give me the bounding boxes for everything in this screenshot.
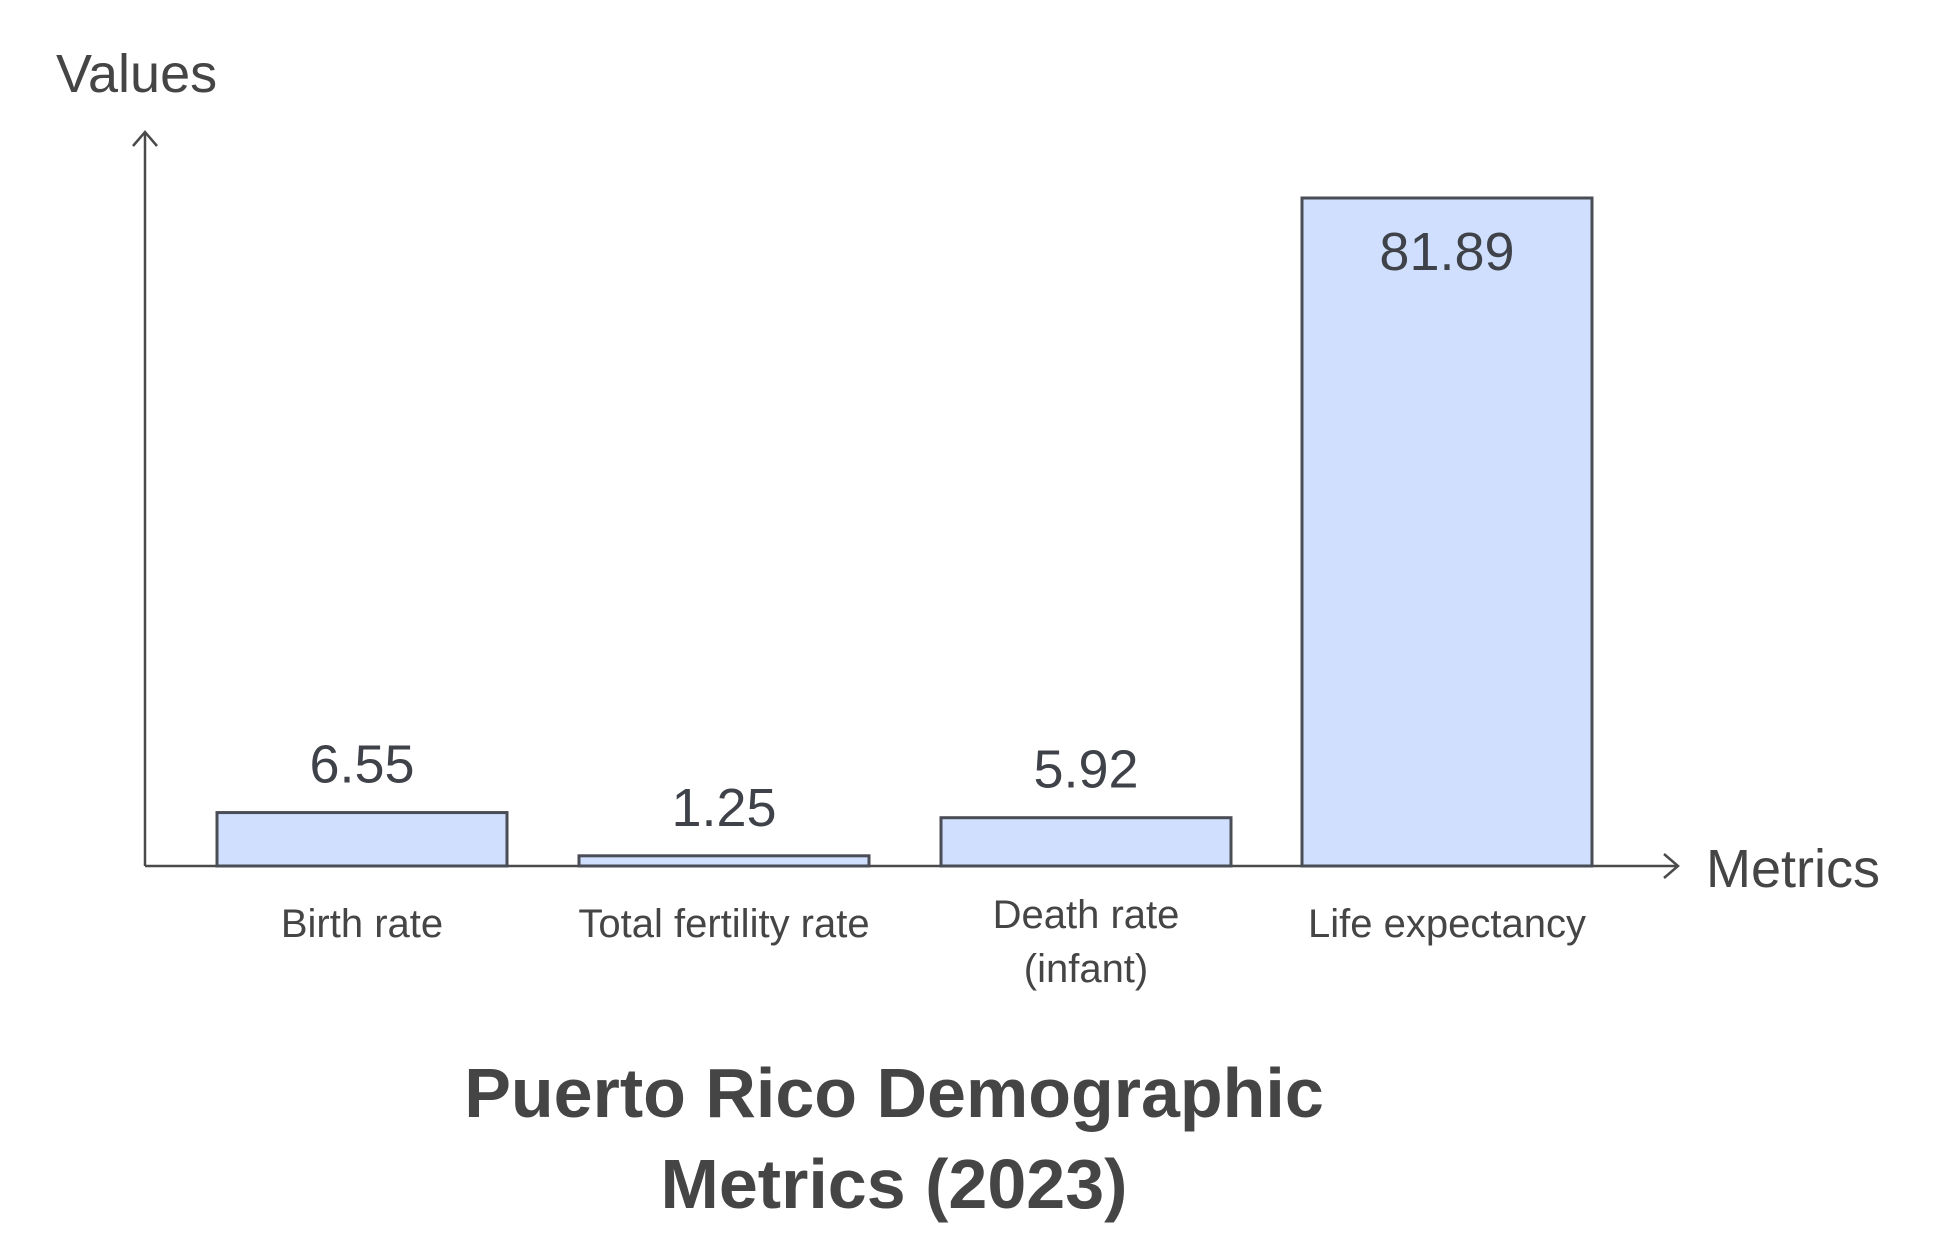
x-axis-label: Metrics [1706,839,1880,899]
x-tick-label: Death rate [993,893,1180,937]
bar [577,854,871,868]
x-tick-label: Total fertility rate [578,902,869,946]
chart-title-line-2: Metrics (2023) [661,1145,1128,1223]
bar [1300,196,1594,868]
data-label: 81.89 [1379,222,1514,282]
y-axis-label: Values [56,44,217,104]
data-label: 6.55 [309,735,414,795]
bar [939,816,1233,868]
x-tick-label: Life expectancy [1308,902,1586,946]
chart-title-line-1: Puerto Rico Demographic [464,1054,1324,1132]
chart-title: Puerto Rico Demographic Metrics (2023) [464,1054,1324,1223]
x-axis-arrow-icon [1663,853,1680,879]
x-tick-label: (infant) [1024,947,1149,991]
bars: 6.55 Birth rate 1.25 Total fertility rate 5.… [215,196,1594,991]
data-label: 1.25 [671,778,776,838]
data-label: 5.92 [1033,740,1138,800]
x-tick-label: Birth rate [281,902,443,946]
y-axis-arrow-icon [132,130,158,147]
bar [215,811,509,868]
